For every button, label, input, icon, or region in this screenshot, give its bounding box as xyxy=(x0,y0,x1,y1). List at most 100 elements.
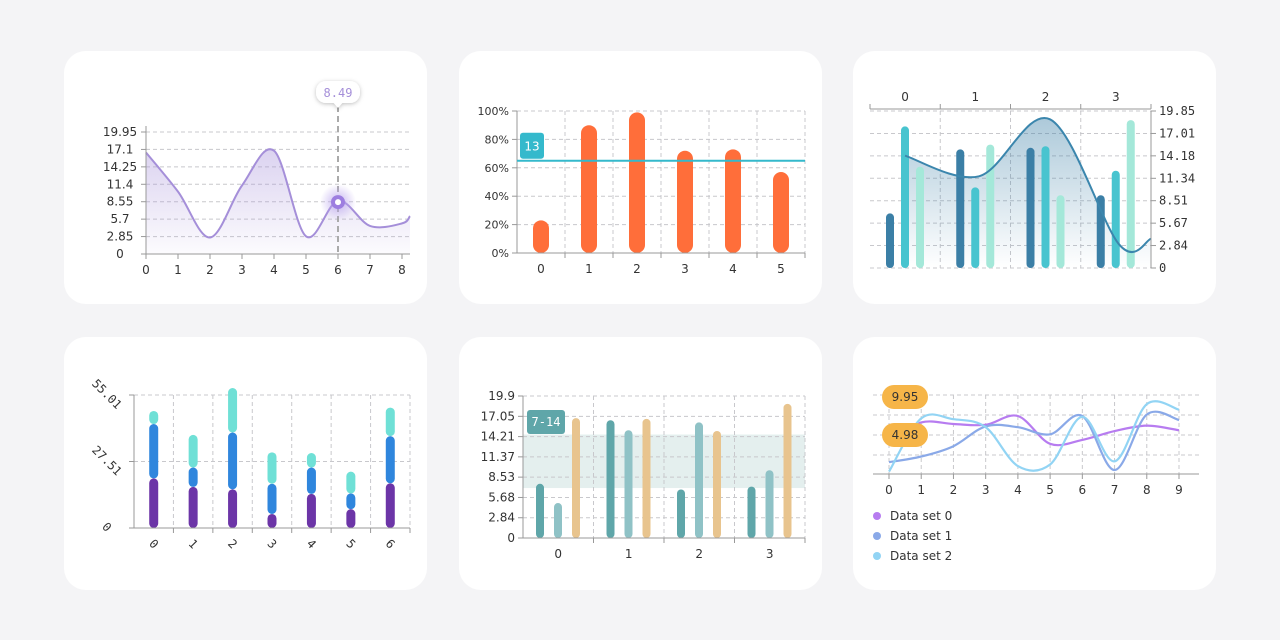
x-tick-label: 1 xyxy=(917,483,925,497)
bar xyxy=(725,149,741,253)
y-tick-label: 0 xyxy=(1159,261,1166,275)
bar xyxy=(783,403,792,538)
legend-item-0[interactable]: Data set 0 xyxy=(873,506,952,526)
legend-dot-icon xyxy=(873,532,881,540)
y-tick-label: 11.37 xyxy=(481,450,515,464)
bar xyxy=(916,166,924,268)
bar xyxy=(572,418,580,538)
combo-line xyxy=(904,116,1152,253)
band-bar-chart[interactable]: 0 2.84 5.68 8.53 11.37 14.21 17.05 19.9 0 1 2 3 7-1… xyxy=(459,337,822,590)
x-tick-label: 1 xyxy=(585,262,593,276)
y-tick-label: 19.95 xyxy=(103,125,137,139)
bar-segment xyxy=(228,388,238,433)
y-tick-label: 17.1 xyxy=(107,142,134,156)
bar xyxy=(581,125,597,253)
y-tick-label: 80% xyxy=(485,133,509,146)
y-tick-label: 55.01 xyxy=(89,376,124,411)
x-tick-label: 5 xyxy=(302,263,310,277)
bar-chart-card: 0% 20% 40% 60% 80% 100% 0 1 2 3 4 5 13 xyxy=(459,51,822,304)
y-tick-label: 2.85 xyxy=(107,230,134,244)
x-tick-label: 5 xyxy=(343,536,358,551)
bar-segment xyxy=(188,486,198,528)
bar xyxy=(1111,170,1120,268)
x-tick-label: 1 xyxy=(174,263,182,277)
x-tick-label: 1 xyxy=(972,90,980,104)
bar xyxy=(971,187,980,268)
y-tick-label: 17.05 xyxy=(481,409,515,423)
bar-chart[interactable]: 0% 20% 40% 60% 80% 100% 0 1 2 3 4 5 13 xyxy=(459,51,822,304)
y-tick-label: 14.21 xyxy=(481,430,515,444)
bar xyxy=(956,149,965,268)
bar xyxy=(773,172,789,253)
bar xyxy=(1096,195,1105,268)
y-tick-label: 14.25 xyxy=(103,160,137,174)
bar-segment xyxy=(267,513,277,528)
y-tick-label: 17.01 xyxy=(1159,126,1195,140)
bar xyxy=(629,112,645,253)
x-tick-label: 0 xyxy=(885,483,893,497)
value-marker-label: 4.98 xyxy=(892,428,919,442)
x-tick-label: 6 xyxy=(383,536,398,551)
bar xyxy=(901,126,909,268)
bar xyxy=(554,503,562,538)
x-tick-label: 7 xyxy=(1111,483,1119,497)
combo-chart[interactable]: 0 1 2 3 0 2.84 5.67 8.51 11.34 14.18 17.01 19.85 xyxy=(853,51,1216,304)
legend: Data set 0 Data set 1 Data set 2 xyxy=(873,506,952,566)
bar-segment xyxy=(385,407,395,437)
bar xyxy=(1126,120,1135,268)
y-tick-label: 8.51 xyxy=(1159,194,1188,208)
x-tick-label: 6 xyxy=(334,263,342,277)
y-tick-label: 5.67 xyxy=(1159,216,1188,230)
y-tick-label: 0% xyxy=(492,247,509,260)
tooltip-point-center xyxy=(335,199,341,206)
legend-dot-icon xyxy=(873,512,881,520)
bar-segment xyxy=(188,434,198,468)
y-tick-label: 5.7 xyxy=(110,212,129,226)
bar-segment xyxy=(188,467,198,487)
tooltip-label: 8.49 xyxy=(324,86,353,100)
bar-segment xyxy=(228,432,238,490)
bar xyxy=(765,470,774,538)
stacked-bar-chart[interactable]: 0 27.51 55.01 0 1 2 3 4 5 6 xyxy=(64,337,427,590)
legend-label: Data set 1 xyxy=(890,529,953,543)
x-tick-label: 7 xyxy=(366,263,374,277)
bar xyxy=(533,220,549,253)
x-tick-label: 2 xyxy=(695,547,703,561)
x-tick-label: 0 xyxy=(554,547,562,561)
legend-label: Data set 2 xyxy=(890,549,953,563)
x-tick-label: 2 xyxy=(633,262,641,276)
x-tick-label: 3 xyxy=(264,536,279,551)
x-tick-label: 9 xyxy=(1175,483,1183,497)
bar-segment xyxy=(149,424,159,479)
x-tick-label: 4 xyxy=(729,262,737,276)
x-tick-label: 4 xyxy=(304,536,319,551)
legend-item-1[interactable]: Data set 1 xyxy=(873,526,952,546)
x-tick-label: 0 xyxy=(901,90,909,104)
legend-item-2[interactable]: Data set 2 xyxy=(873,546,952,566)
bar-segment xyxy=(228,489,238,528)
bar xyxy=(695,422,703,538)
band-bar-card: 0 2.84 5.68 8.53 11.37 14.21 17.05 19.9 0 1 2 3 7-1… xyxy=(459,337,822,590)
bar xyxy=(986,144,995,268)
bar-segment xyxy=(306,467,316,494)
value-marker-box xyxy=(882,385,928,409)
x-tick-label: 4 xyxy=(270,263,278,277)
bar xyxy=(747,486,756,538)
area-line xyxy=(145,148,411,239)
value-marker-box xyxy=(882,423,928,447)
legend-dot-icon xyxy=(873,552,881,560)
bar xyxy=(677,489,685,538)
value-marker-label: 9.95 xyxy=(892,390,919,404)
x-tick-label: 6 xyxy=(1079,483,1087,497)
area-fill xyxy=(146,149,410,254)
line-chart[interactable]: 0 1 2 3 4 5 6 7 8 9 9.95 4.98 xyxy=(853,337,1216,590)
x-tick-label: 2 xyxy=(1042,90,1050,104)
band-label-box xyxy=(527,410,565,434)
line-chart-card: 0 1 2 3 4 5 6 7 8 9 9.95 4.98 Data set 0 Data set … xyxy=(853,337,1216,590)
x-tick-label: 1 xyxy=(186,536,201,551)
x-tick-label: 8 xyxy=(398,263,406,277)
x-tick-label: 0 xyxy=(142,263,150,277)
series-line xyxy=(888,410,1180,472)
bar-segment xyxy=(267,483,277,514)
